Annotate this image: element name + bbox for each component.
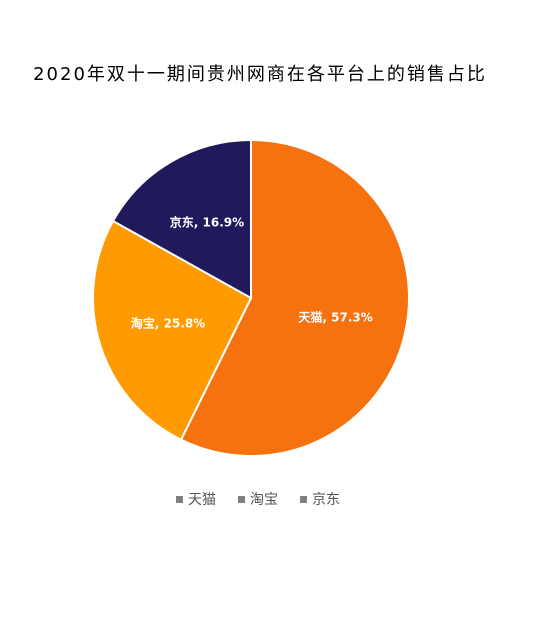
data-label: 天猫, 57.3% xyxy=(298,309,372,324)
pie-slice xyxy=(92,219,253,442)
data-label: 淘宝, 25.8% xyxy=(131,315,205,330)
legend-label: 天猫 xyxy=(188,492,216,508)
chart-title: 2020年双十一期间贵州网商在各平台上的销售占比 xyxy=(33,64,487,85)
pie-slice xyxy=(111,138,252,300)
pie-slice xyxy=(179,138,410,457)
legend-label: 京东 xyxy=(312,492,340,508)
data-label: 京东, 16.9% xyxy=(170,215,244,230)
legend-label: 淘宝 xyxy=(250,492,278,508)
legend-marker xyxy=(300,496,307,503)
legend-marker xyxy=(176,496,183,503)
legend-marker xyxy=(238,496,245,503)
